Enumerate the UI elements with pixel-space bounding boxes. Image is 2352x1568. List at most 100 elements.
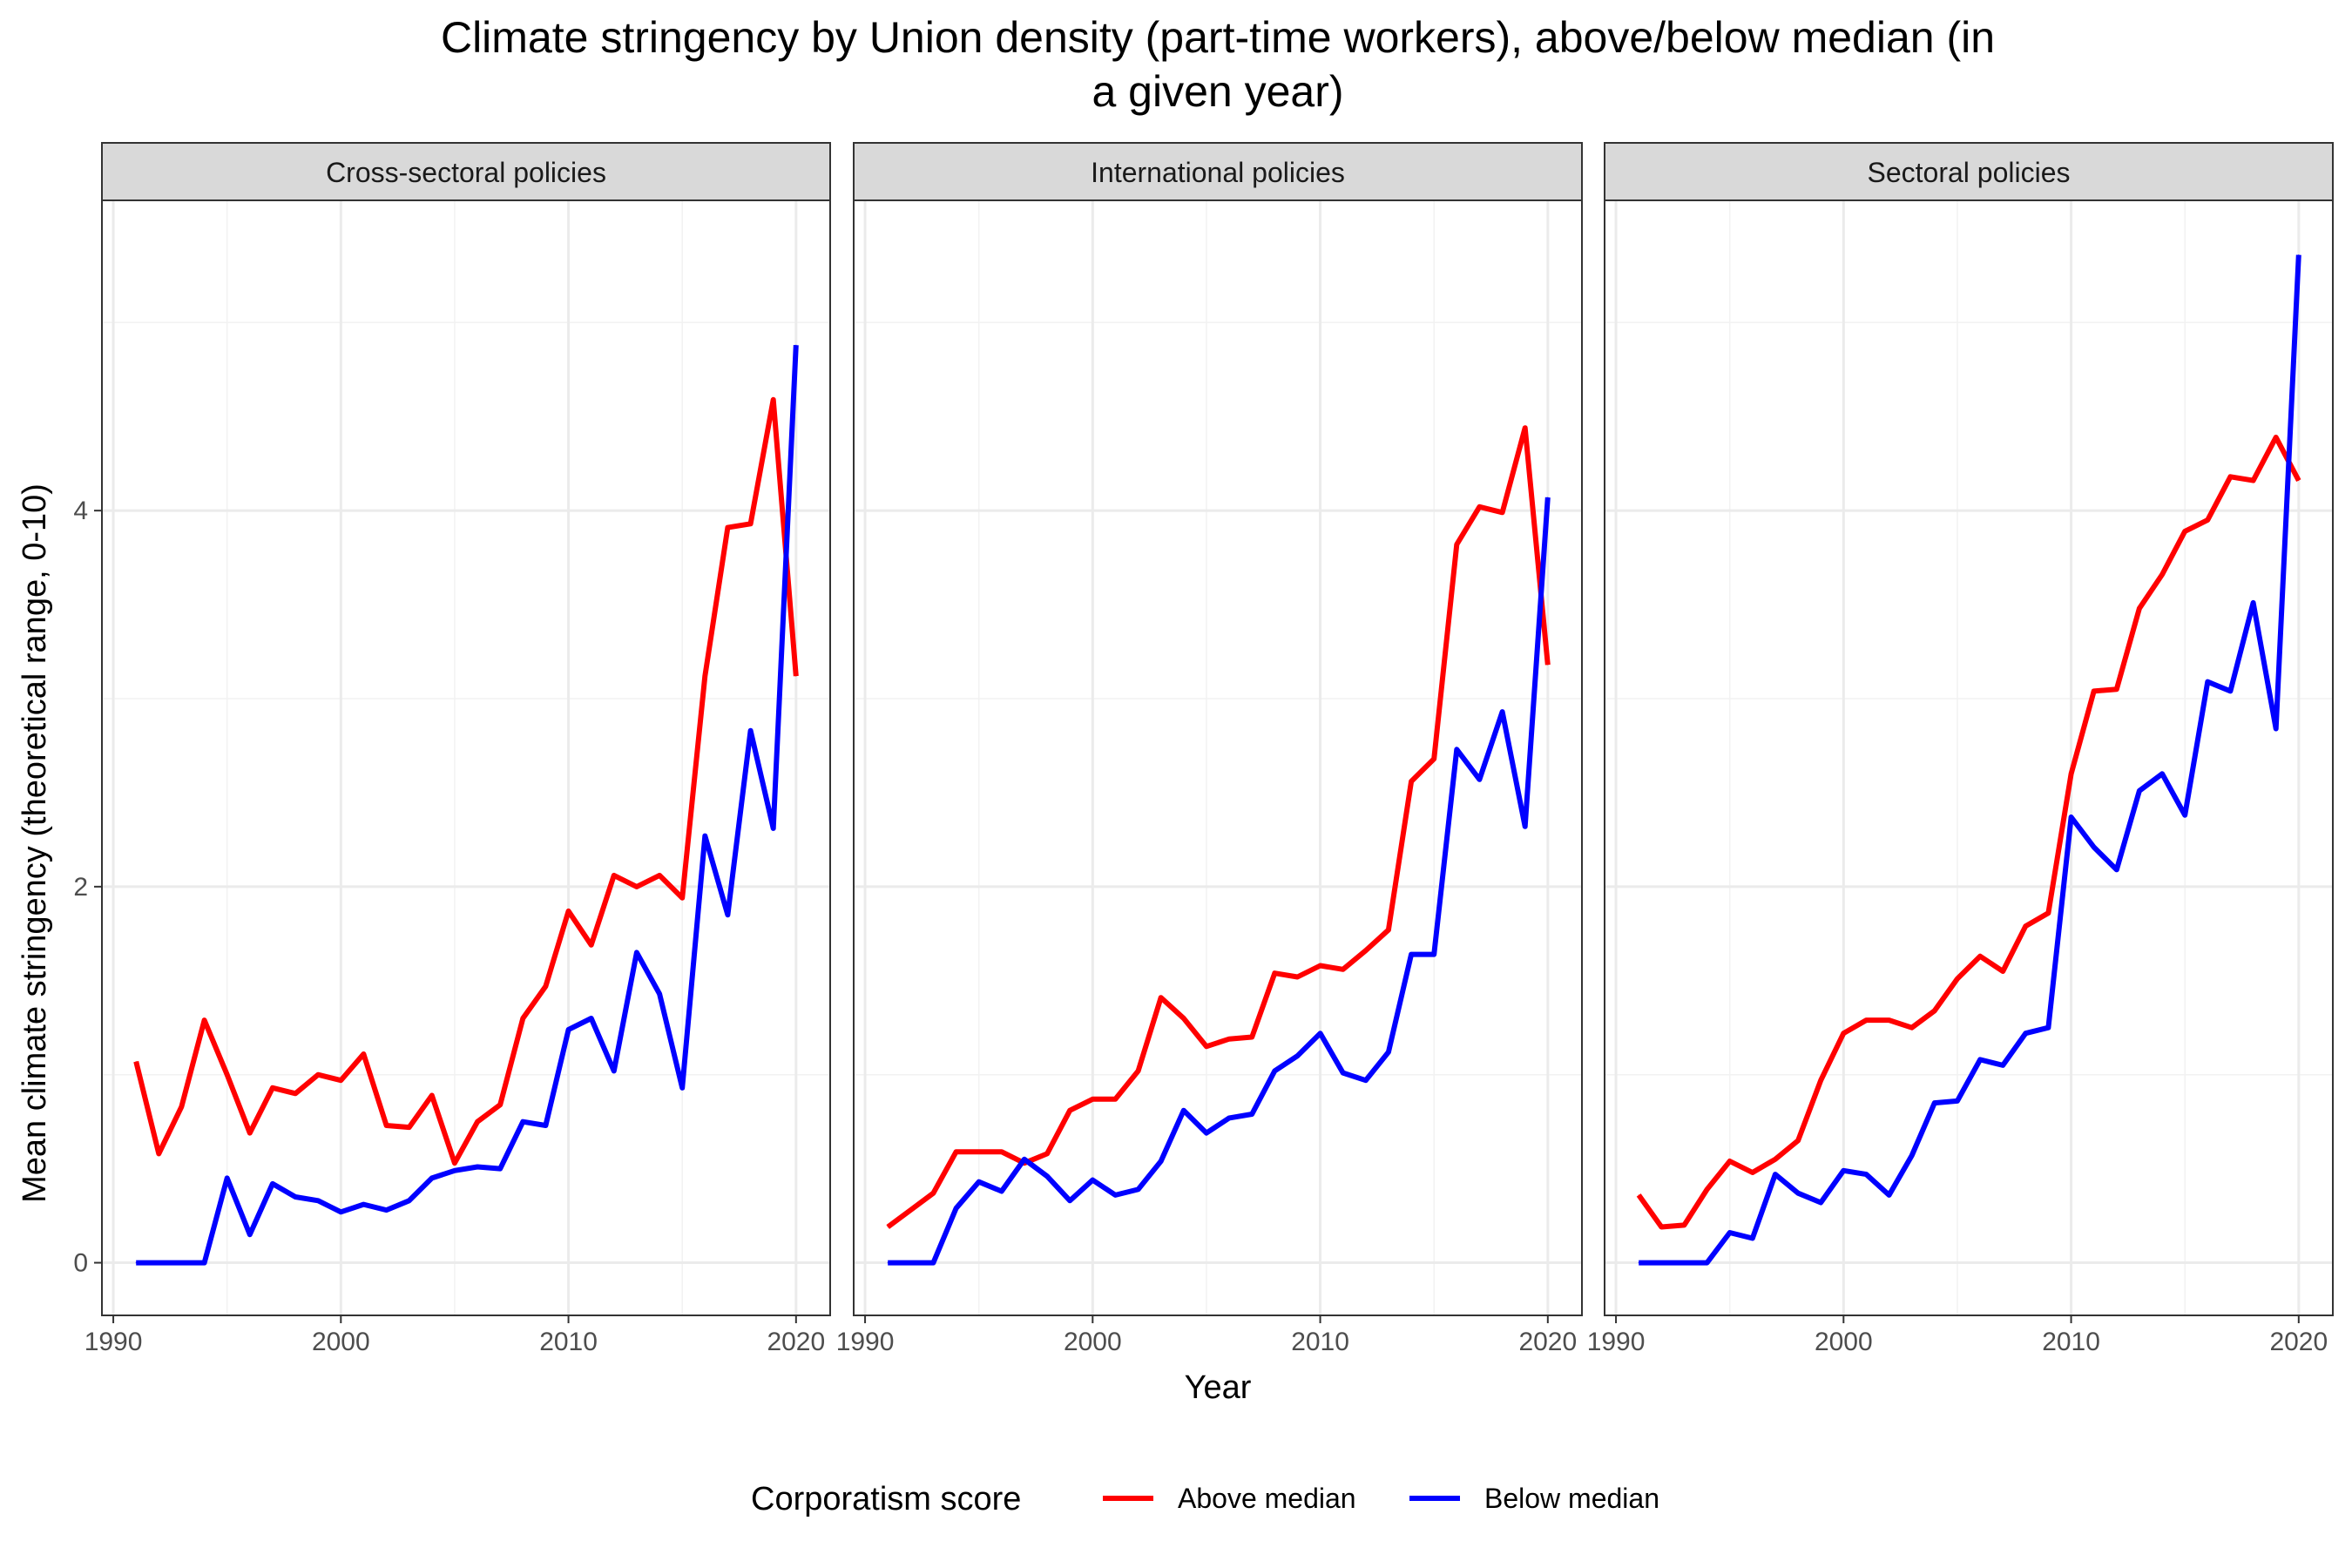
data-point (1752, 1172, 1754, 1173)
data-point (2253, 480, 2254, 482)
data-point (1092, 1098, 1093, 1100)
data-point (476, 1166, 478, 1167)
data-point (1046, 1152, 1048, 1154)
panel-border (1604, 199, 2334, 1316)
data-point (1365, 950, 1367, 951)
data-point (1228, 1038, 1230, 1040)
data-point (476, 1121, 478, 1123)
x-tick-label: 2000 (1064, 1328, 1122, 1356)
data-point (659, 993, 660, 995)
data-point (294, 1196, 296, 1198)
data-point (2275, 436, 2277, 438)
x-tick-label: 2000 (1815, 1328, 1873, 1356)
facet-strip (1604, 142, 2334, 201)
data-point (1296, 1055, 1298, 1057)
x-tick-label: 2010 (539, 1328, 598, 1356)
facet-panel-2: International policies (853, 142, 1583, 1316)
data-point (704, 675, 706, 677)
facet-panel-1: Cross-sectoral policies (101, 142, 831, 1316)
panel-border (853, 199, 1583, 1316)
data-point (2024, 1032, 2026, 1034)
data-point (1138, 1188, 1139, 1190)
data-point (204, 1262, 206, 1264)
data-point (454, 1162, 456, 1164)
x-tick-label: 2010 (1291, 1328, 1349, 1356)
data-point (204, 1019, 206, 1021)
facet-strip-label: Cross-sectoral policies (326, 157, 606, 188)
panel-border (101, 199, 831, 1316)
data-point (1388, 929, 1389, 931)
data-point (1183, 1110, 1185, 1112)
legend-entry-above-median: Above median (1103, 1483, 1356, 1514)
data-point (2207, 681, 2208, 683)
data-point (2047, 912, 2049, 914)
data-point (1320, 1032, 1321, 1034)
data-point (1251, 1113, 1253, 1115)
data-point (1683, 1262, 1685, 1264)
data-point (2207, 519, 2208, 521)
data-point (978, 1181, 980, 1183)
data-point (454, 1170, 456, 1172)
data-point (1228, 1117, 1230, 1119)
data-point (317, 1200, 319, 1201)
x-tick-label: 1990 (84, 1328, 143, 1356)
data-point (2229, 476, 2231, 477)
data-point (226, 1074, 228, 1076)
data-point (1774, 1173, 1776, 1175)
data-point (1979, 1058, 1981, 1060)
data-point (522, 1121, 524, 1123)
chart-title: Climate stringency by Union density (par… (441, 13, 1995, 116)
y-axis: 0 2 4 (73, 497, 102, 1278)
data-point (1001, 1191, 1003, 1193)
legend-label: Below median (1484, 1483, 1659, 1514)
plot-background (1605, 200, 2333, 1315)
data-point (2161, 574, 2163, 576)
data-point (2093, 847, 2095, 848)
data-point (1046, 1175, 1048, 1177)
data-point (1069, 1200, 1071, 1201)
data-point (1342, 969, 1344, 970)
legend: Corporatism score Above median Below media… (751, 1481, 1659, 1517)
data-point (386, 1209, 388, 1211)
data-point (1160, 1160, 1162, 1162)
data-point (1388, 1051, 1389, 1053)
x-tick-label: 1990 (836, 1328, 895, 1356)
data-point (1092, 1179, 1093, 1181)
data-point (636, 951, 638, 953)
data-point (135, 1262, 137, 1264)
data-point (1660, 1262, 1662, 1264)
data-point (1797, 1139, 1799, 1141)
facet-strip (101, 142, 831, 201)
data-point (294, 1092, 296, 1094)
data-point (249, 1132, 251, 1134)
data-point (2093, 690, 2095, 692)
chart-title-line-2: a given year) (1092, 67, 1343, 116)
plot-background (854, 200, 1582, 1315)
data-point (2047, 1027, 2049, 1029)
data-point (1842, 1170, 1844, 1172)
data-point (2253, 602, 2254, 604)
plot-background (102, 200, 830, 1315)
x-tick-label: 2020 (2269, 1328, 2328, 1356)
data-point (249, 1233, 251, 1235)
x-tick-label: 2010 (2042, 1328, 2100, 1356)
data-point (750, 730, 752, 732)
data-point (1342, 1072, 1344, 1074)
data-point (1524, 427, 1526, 429)
data-point (1478, 779, 1480, 781)
series-line-above-median (886, 425, 1551, 1229)
data-point (1934, 1010, 1936, 1011)
data-point (2071, 816, 2072, 818)
data-point (1320, 965, 1321, 967)
data-point (727, 527, 728, 529)
y-tick-label: 0 (73, 1249, 88, 1278)
legend-title: Corporatism score (751, 1481, 1021, 1517)
data-point (2002, 970, 2004, 972)
data-point (317, 1074, 319, 1076)
data-point (1934, 1102, 1936, 1104)
data-point (1865, 1019, 1867, 1021)
data-point (1114, 1098, 1116, 1100)
data-point (1911, 1155, 1913, 1157)
facet-strip (853, 142, 1583, 201)
data-point (704, 835, 706, 837)
